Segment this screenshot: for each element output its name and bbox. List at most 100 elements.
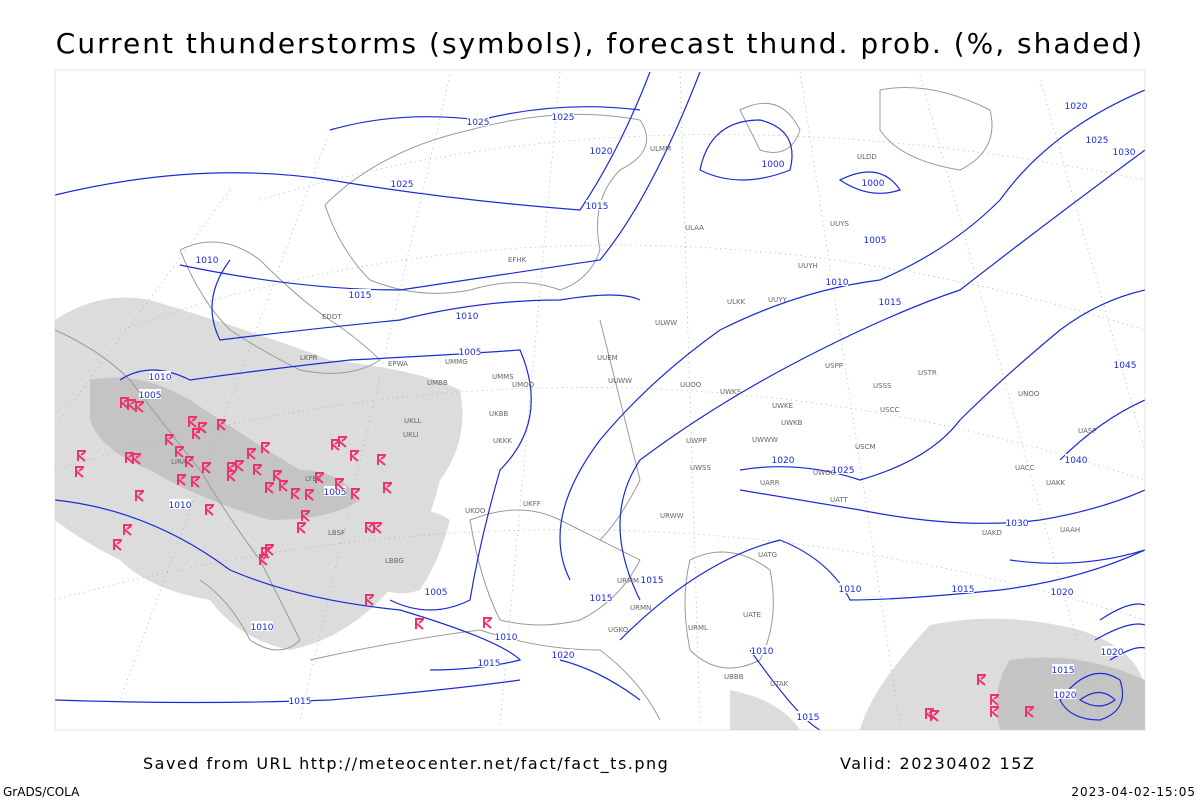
station-label: UBBB: [724, 673, 744, 681]
isobar-label-bg: [459, 346, 481, 356]
isobar-label: 1010: [839, 585, 862, 595]
thunderstorm-symbol: [113, 539, 122, 551]
station-label: USCC: [880, 406, 899, 414]
coastlines: [54, 87, 993, 721]
station-label: UWPP: [686, 437, 707, 445]
isobar-label: 1030: [1113, 148, 1136, 158]
isobar-label: 1020: [1051, 588, 1074, 598]
station-label: USCM: [855, 443, 876, 451]
isobar-label-bg: [495, 631, 517, 641]
thunderstorm-symbol: [247, 448, 256, 460]
station-label: UKFF: [523, 500, 541, 508]
thunderstorm-symbol: [261, 442, 270, 454]
thunderstorm-symbol: [202, 462, 211, 474]
thunderstorm-symbol: [265, 544, 274, 556]
thunderstorm-symbol: [265, 482, 274, 494]
isobar-label: 1025: [391, 180, 414, 190]
thunderstorm-symbol: [338, 436, 347, 448]
station-label: UWOO: [813, 469, 837, 477]
isobar-label: 1015: [1052, 666, 1075, 676]
isobar-label: 1015: [879, 298, 902, 308]
station-label: ULAA: [685, 224, 704, 232]
isobar-label: 1020: [590, 147, 613, 157]
isobar-label: 1030: [1006, 519, 1029, 529]
station-label: EDDT: [322, 313, 342, 321]
thunderstorm-symbol: [291, 488, 300, 500]
isobar-label: 1010: [826, 278, 849, 288]
thunderstorm-symbol: [301, 510, 310, 522]
isobar-label: 1015: [478, 659, 501, 669]
thunderstorm-symbol: [305, 489, 314, 501]
thunderstorm-symbol: [253, 464, 262, 476]
station-label: ULMM: [650, 145, 671, 153]
map-area: 1025 1025 1020 1025 1015 1010 1015 1010 1005 1010…: [54, 69, 1146, 731]
thunderstorm-symbol: [415, 618, 424, 630]
thunderstorm-symbol: [373, 522, 382, 534]
station-label: UMBB: [427, 379, 448, 387]
thunderstorm-symbol: [205, 504, 214, 516]
thunderstorm-symbol: [351, 488, 360, 500]
isobar-label-bg: [169, 499, 191, 509]
isobar-label: 1015: [289, 697, 312, 707]
isobar-label-bg: [862, 177, 884, 187]
isobar-label: 1010: [169, 501, 192, 511]
station-label: UASP: [1078, 427, 1097, 435]
thunderstorm-symbol: [335, 478, 344, 490]
station-label: UAKD: [982, 529, 1002, 537]
thunderstorm-symbol: [165, 434, 174, 446]
thunderstorm-symbol: [297, 522, 306, 534]
valid-time: Valid: 20230402 15Z: [840, 754, 1035, 773]
station-label: UWKB: [781, 419, 803, 427]
station-label: UKBB: [489, 410, 509, 418]
station-label: LYBE: [305, 475, 321, 483]
thunderstorm-symbol: [127, 399, 136, 411]
station-label: UKOO: [465, 507, 486, 515]
isobar-label-bg: [751, 645, 773, 655]
isobar-label-bg: [139, 389, 161, 399]
station-label: ULKK: [727, 298, 746, 306]
thunderstorm-symbol: [217, 419, 226, 431]
isobar-label-bg: [1051, 586, 1073, 596]
isobar-label: 1010: [751, 647, 774, 657]
station-label: URMN: [630, 604, 651, 612]
thunderstorm-symbol: [175, 446, 184, 458]
thunderstorm-symbol: [365, 522, 374, 534]
isobar-label: 1040: [1065, 456, 1088, 466]
station-label: UNOO: [1018, 390, 1040, 398]
isobar-label-bg: [425, 586, 447, 596]
station-label: UUEM: [597, 354, 618, 362]
isobar-label: 1000: [762, 160, 785, 170]
isobar-label-bg: [952, 583, 974, 593]
station-label: URWW: [660, 512, 684, 520]
isobar-label-bg: [879, 296, 901, 306]
station-label: UWKS: [720, 388, 742, 396]
isobar-label-bg: [826, 276, 848, 286]
isobar-label-bg: [456, 310, 478, 320]
station-label: UMOO: [512, 381, 535, 389]
thunderstorm-symbol: [365, 594, 374, 606]
isobar-label: 1015: [641, 576, 664, 586]
isobar-label: 1020: [772, 456, 795, 466]
isobar-label-bg: [762, 158, 784, 168]
station-label: LKPR: [300, 354, 318, 362]
station-label: UWKE: [772, 402, 793, 410]
thunderstorm-symbol: [227, 470, 236, 482]
isobar-label-bg: [467, 116, 489, 126]
isobar-label: 1015: [797, 713, 820, 723]
station-label: LIRA: [171, 458, 187, 466]
source-url: Saved from URL http://meteocenter.net/fa…: [143, 754, 669, 774]
station-label: ULDD: [857, 153, 877, 161]
isobar-label-bg: [349, 289, 371, 299]
isobar-label: 1010: [251, 623, 274, 633]
station-label: UWSS: [690, 464, 711, 472]
thunderstorm-symbol: [192, 428, 201, 440]
station-label: UUYH: [798, 262, 818, 270]
isobar-label-bg: [1054, 689, 1076, 699]
isobar-label: 1020: [1065, 102, 1088, 112]
isobar-label-bg: [324, 486, 346, 496]
isobar-label-bg: [586, 200, 608, 210]
isobar-label-bg: [1006, 517, 1028, 527]
isobar-label: 1020: [1101, 648, 1124, 658]
station-label: UTAK: [770, 680, 789, 688]
